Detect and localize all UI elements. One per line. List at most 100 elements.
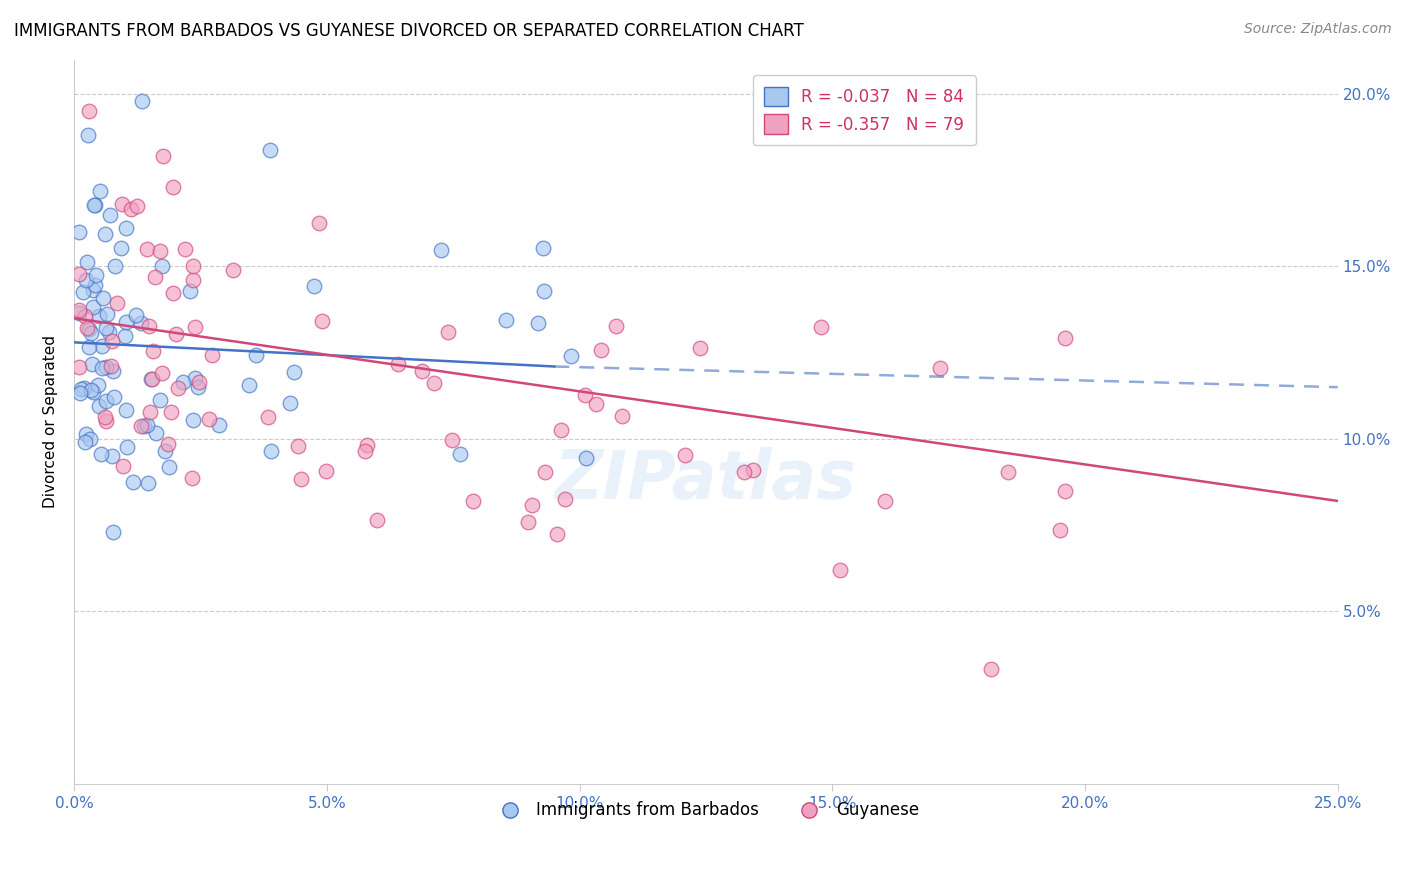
Point bbox=[1049, 523, 1071, 537]
Point bbox=[76, 128, 98, 143]
Point bbox=[96, 307, 118, 321]
Point bbox=[873, 494, 896, 508]
Point bbox=[742, 463, 765, 477]
Point bbox=[157, 437, 180, 451]
Point bbox=[167, 381, 190, 395]
Point bbox=[366, 513, 388, 527]
Point bbox=[67, 306, 90, 320]
Point bbox=[280, 396, 302, 410]
Point bbox=[430, 244, 453, 258]
Point bbox=[162, 286, 184, 301]
Point bbox=[69, 382, 91, 396]
Point bbox=[520, 499, 543, 513]
Point bbox=[1053, 483, 1076, 498]
Point bbox=[139, 371, 162, 385]
Point bbox=[76, 320, 98, 334]
Point bbox=[105, 295, 128, 310]
Point bbox=[173, 243, 195, 257]
Point bbox=[673, 448, 696, 462]
Point bbox=[80, 326, 103, 341]
Point bbox=[546, 527, 568, 541]
Point bbox=[77, 104, 100, 119]
Point bbox=[139, 405, 162, 419]
Y-axis label: Divorced or Separated: Divorced or Separated bbox=[44, 335, 58, 508]
Point bbox=[115, 220, 138, 235]
Point bbox=[187, 380, 209, 394]
Point bbox=[73, 309, 96, 323]
Point bbox=[181, 471, 204, 485]
Point bbox=[145, 425, 167, 440]
Point bbox=[110, 241, 132, 255]
Point bbox=[84, 268, 107, 282]
Point bbox=[115, 403, 138, 417]
Point bbox=[689, 341, 711, 355]
Point bbox=[72, 285, 94, 300]
Point bbox=[96, 394, 118, 409]
Point bbox=[533, 465, 555, 479]
Point bbox=[828, 563, 851, 577]
Point bbox=[148, 244, 170, 259]
Point bbox=[733, 465, 755, 479]
Point bbox=[121, 475, 143, 490]
Point bbox=[150, 260, 173, 274]
Point bbox=[287, 440, 309, 454]
Point bbox=[132, 419, 155, 434]
Point bbox=[283, 365, 305, 379]
Point bbox=[260, 444, 283, 458]
Point bbox=[449, 447, 471, 461]
Point bbox=[302, 278, 325, 293]
Point bbox=[162, 179, 184, 194]
Point bbox=[605, 319, 627, 334]
Point bbox=[184, 371, 207, 385]
Point bbox=[181, 259, 204, 273]
Point bbox=[411, 364, 433, 378]
Point bbox=[181, 272, 204, 286]
Point bbox=[810, 319, 832, 334]
Point bbox=[356, 437, 378, 451]
Point bbox=[103, 525, 125, 540]
Point bbox=[354, 443, 377, 458]
Point bbox=[129, 418, 152, 433]
Point bbox=[100, 359, 122, 373]
Point bbox=[96, 414, 118, 428]
Point bbox=[101, 449, 124, 463]
Point bbox=[589, 343, 612, 358]
Point bbox=[1054, 331, 1077, 345]
Point bbox=[517, 515, 540, 529]
Point bbox=[531, 241, 554, 255]
Point bbox=[200, 348, 222, 362]
Point bbox=[308, 216, 330, 230]
Point bbox=[84, 198, 107, 212]
Point bbox=[77, 322, 100, 336]
Text: IMMIGRANTS FROM BARBADOS VS GUYANESE DIVORCED OR SEPARATED CORRELATION CHART: IMMIGRANTS FROM BARBADOS VS GUYANESE DIV… bbox=[14, 22, 804, 40]
Point bbox=[138, 318, 160, 333]
Point bbox=[115, 440, 138, 454]
Point bbox=[120, 202, 142, 216]
Point bbox=[575, 451, 598, 466]
Point bbox=[463, 494, 485, 508]
Point bbox=[179, 284, 201, 298]
Text: Source: ZipAtlas.com: Source: ZipAtlas.com bbox=[1244, 22, 1392, 37]
Point bbox=[550, 423, 572, 437]
Point bbox=[208, 418, 231, 433]
Point bbox=[436, 325, 458, 339]
Point bbox=[72, 381, 94, 395]
Point bbox=[98, 208, 121, 222]
Point bbox=[103, 390, 125, 404]
Point bbox=[290, 472, 312, 486]
Point bbox=[94, 227, 117, 242]
Point bbox=[79, 384, 101, 398]
Point bbox=[101, 334, 124, 348]
Point bbox=[560, 349, 582, 363]
Point bbox=[184, 319, 207, 334]
Point bbox=[311, 314, 333, 328]
Point bbox=[67, 303, 90, 318]
Point bbox=[441, 433, 464, 447]
Point bbox=[125, 308, 148, 322]
Point bbox=[77, 340, 100, 354]
Point bbox=[197, 412, 219, 426]
Legend: Immigrants from Barbados, Guyanese: Immigrants from Barbados, Guyanese bbox=[486, 795, 925, 826]
Point bbox=[610, 409, 633, 424]
Point bbox=[136, 476, 159, 491]
Point bbox=[165, 327, 187, 342]
